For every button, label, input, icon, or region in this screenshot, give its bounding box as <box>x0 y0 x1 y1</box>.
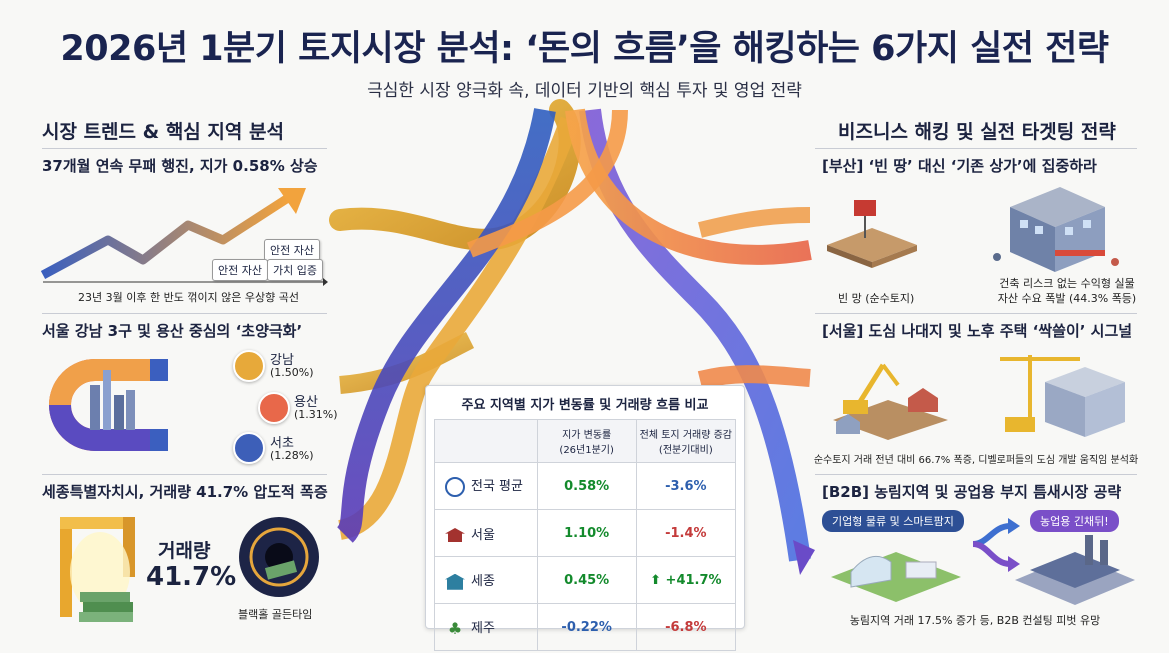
change-cell: -0.22% <box>536 603 637 651</box>
volume-cell: -6.8% <box>635 603 737 651</box>
change-cell: 0.58% <box>536 462 637 510</box>
trend-title: 37개월 연속 무패 행진, 지가 0.58% 상승 <box>42 157 318 175</box>
divider <box>815 148 1137 149</box>
trend-tag: 가치 입증 <box>267 259 323 281</box>
region-name: 용산 <box>294 395 318 410</box>
trend-tag: 안전 자산 <box>264 239 320 261</box>
table-header-region <box>434 419 538 463</box>
volume-cell: -1.4% <box>635 509 737 557</box>
change-cell: 0.45% <box>536 556 637 604</box>
magnet-skyline-icon <box>49 359 168 451</box>
blackhole-icon <box>239 517 319 597</box>
region-name: 전국 평균 <box>471 479 523 495</box>
region-name: 세종 <box>471 574 495 590</box>
region-value: (1.31%) <box>294 408 338 421</box>
trend-caption: 23년 3월 이후 한 반도 꺾이지 않은 우상향 곡선 <box>78 291 300 304</box>
busan-building-caption: 건축 리스크 없는 수익형 실물 자산 수요 폭발 (44.3% 폭등) <box>997 277 1137 305</box>
region-value: (1.50%) <box>270 366 314 379</box>
divider <box>815 474 1137 475</box>
gangnam-building-icon <box>233 350 265 382</box>
table-header-change: 지가 변동률 (26년1분기) <box>536 419 637 463</box>
excavator-houses-icon <box>833 363 948 440</box>
region-name: 서울 <box>471 527 495 543</box>
page-subtitle: 극심한 시장 양극화 속, 데이터 기반의 핵심 투자 및 영업 전략 <box>367 81 802 101</box>
page-title: 2026년 1분기 토지시장 분석: ‘돈의 흐름’을 해킹하는 6가지 실전 … <box>60 29 1109 69</box>
comparison-table: 지가 변동률 (26년1분기) 전체 토지 거래량 증감 (전분기대비) 전국 … <box>434 419 737 651</box>
sejong-volume-label: 거래량 <box>158 540 211 562</box>
palace-icon <box>445 528 465 542</box>
table-header-volume: 전체 토지 거래량 증감 (전분기대비) <box>635 419 737 463</box>
b2b-agri-pill: 농업용 긴채뒤! <box>1030 510 1119 532</box>
b2b-title: [B2B] 농림지역 및 공업용 부지 틈새시장 공략 <box>822 483 1122 501</box>
blackhole-caption: 블랙홀 골든타임 <box>238 608 313 621</box>
golden-gate-money-icon <box>60 517 135 622</box>
region-name: 서초 <box>270 436 294 451</box>
empty-lot-icon <box>827 200 917 268</box>
table-row: 전국 평균 0.58% -3.6% <box>434 462 737 510</box>
b2b-logistics-pill: 기업형 물류 및 스마트팜지 <box>822 510 964 532</box>
split-arrow-icon <box>972 518 1020 572</box>
table-title: 주요 지역별 지가 변동률 및 거래량 흐름 비교 <box>461 398 709 413</box>
region-value: (1.28%) <box>270 449 314 462</box>
sejong-title: 세종특별자치시, 거래량 41.7% 압도적 폭증 <box>42 483 328 501</box>
seoul-signal-caption: 순수토지 거래 전년 대비 66.7% 폭증, 디벨로퍼들의 도심 개발 움직임… <box>813 455 1139 466</box>
volume-cell: -3.6% <box>635 462 737 510</box>
left-section-heading: 시장 트렌드 & 핵심 지역 분석 <box>42 121 284 143</box>
change-cell: 1.10% <box>536 509 637 557</box>
government-building-icon <box>445 573 465 590</box>
table-row: 서울 1.10% -1.4% <box>434 509 737 557</box>
yongsan-park-icon <box>258 392 290 424</box>
divider <box>42 474 327 475</box>
right-section-heading: 비즈니스 해킹 및 실전 타겟팅 전략 <box>838 121 1116 143</box>
crane-construction-icon <box>1000 355 1125 437</box>
b2b-caption: 농림지역 거래 17.5% 증가 등, B2B 컨설팅 피벗 유망 <box>849 614 1101 627</box>
palm-tree-icon: ♣ <box>447 618 463 638</box>
seoul-signal-title: [서울] 도심 나대지 및 노후 주택 ‘싹쓸이’ 시그널 <box>822 322 1133 340</box>
divider <box>42 148 327 149</box>
sejong-volume-value: 41.7% <box>146 562 237 592</box>
trend-tag: 안전 자산 <box>212 259 268 281</box>
globe-icon <box>445 476 465 497</box>
divider <box>42 313 327 314</box>
seocho-building-icon <box>233 432 265 464</box>
divider <box>815 313 1137 314</box>
industrial-factory-icon <box>1015 535 1135 605</box>
rising-trend-arrow-icon <box>40 188 328 286</box>
region-name: 강남 <box>270 353 294 368</box>
busan-empty-lot-caption: 빈 망 (순수토지) <box>838 292 915 305</box>
table-row: 세종 0.45% ⬆ +41.7% <box>434 556 737 604</box>
commercial-building-icon <box>993 187 1119 272</box>
volume-cell: +41.7% <box>665 572 722 588</box>
table-row: ♣ 제주 -0.22% -6.8% <box>434 603 737 651</box>
region-name: 제주 <box>471 620 495 636</box>
busan-title: [부산] ‘빈 땅’ 대신 ‘기존 상가’에 집중하라 <box>822 157 1097 175</box>
greenhouse-farm-icon <box>831 552 961 602</box>
seoul-title: 서울 강남 3구 및 용산 중심의 ‘초양극화’ <box>42 322 303 340</box>
up-arrow-icon: ⬆ <box>650 572 662 588</box>
